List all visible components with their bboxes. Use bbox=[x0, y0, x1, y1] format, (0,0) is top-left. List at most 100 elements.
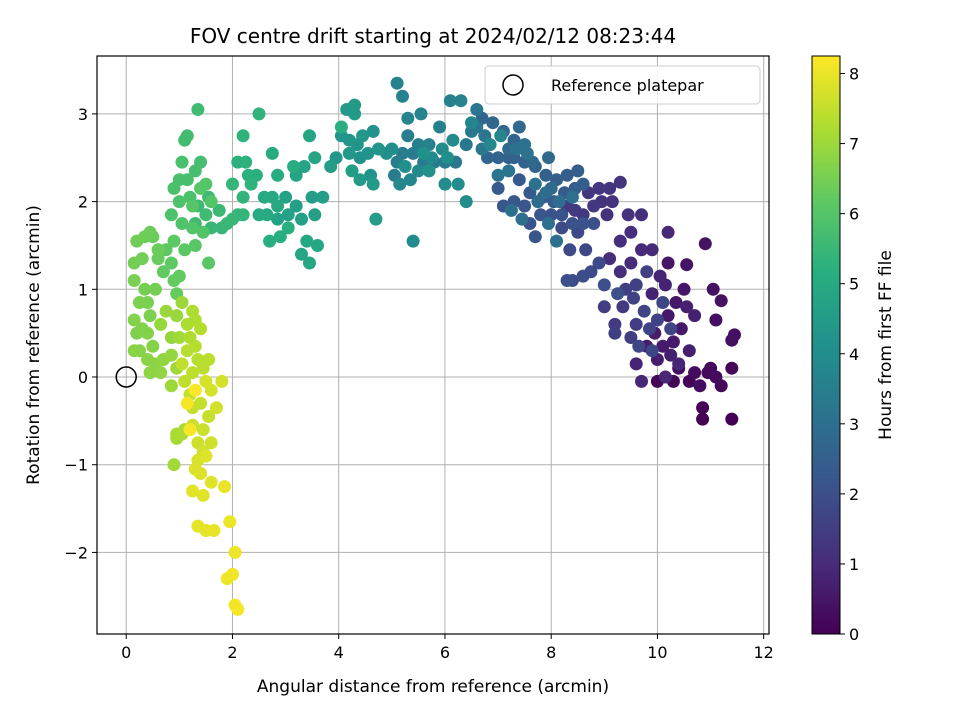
data-point bbox=[696, 401, 710, 415]
data-point bbox=[194, 467, 208, 480]
data-point bbox=[531, 195, 545, 209]
data-point bbox=[164, 208, 178, 222]
data-point bbox=[361, 146, 375, 160]
data-point bbox=[265, 146, 279, 160]
x-tick-label: 10 bbox=[647, 643, 667, 662]
data-point bbox=[215, 374, 229, 388]
data-point bbox=[281, 208, 295, 222]
x-tick-label: 12 bbox=[754, 643, 774, 662]
y-tick-label: 2 bbox=[78, 193, 88, 212]
x-tick-label: 8 bbox=[546, 643, 556, 662]
y-tick-label: 1 bbox=[78, 280, 88, 299]
data-point bbox=[627, 291, 640, 305]
data-point bbox=[170, 427, 184, 441]
data-point bbox=[491, 181, 505, 195]
data-point bbox=[706, 282, 720, 296]
data-point bbox=[175, 217, 189, 230]
data-point bbox=[180, 344, 194, 358]
data-point bbox=[199, 208, 213, 222]
data-point bbox=[576, 177, 590, 191]
data-point bbox=[143, 366, 157, 380]
colorbar: 0 1 2 3 4 5 6 7 8 Hours from first FF file bbox=[811, 55, 896, 644]
data-point bbox=[148, 282, 162, 296]
legend: Reference platepar bbox=[484, 65, 761, 105]
data-point bbox=[696, 412, 710, 426]
data-point bbox=[178, 243, 192, 257]
data-point bbox=[401, 129, 415, 143]
data-point bbox=[592, 256, 606, 270]
data-point bbox=[308, 208, 322, 222]
data-point bbox=[353, 173, 367, 187]
data-point bbox=[555, 221, 569, 235]
data-point bbox=[579, 243, 593, 257]
colorbar-gradient bbox=[811, 55, 841, 635]
data-point bbox=[613, 175, 627, 189]
data-point bbox=[186, 221, 200, 235]
data-point bbox=[287, 160, 301, 173]
colorbar-label: Hours from first FF file bbox=[876, 250, 896, 440]
data-point bbox=[231, 602, 245, 616]
data-point bbox=[653, 269, 667, 283]
x-axis-label: Angular distance from reference (arcmin) bbox=[257, 677, 609, 697]
data-point bbox=[433, 120, 447, 134]
data-point bbox=[624, 256, 638, 270]
data-point bbox=[289, 199, 303, 213]
data-point bbox=[645, 243, 659, 257]
data-point bbox=[175, 296, 189, 309]
data-point bbox=[393, 177, 407, 191]
data-point bbox=[512, 120, 526, 134]
data-point bbox=[688, 366, 702, 380]
data-point bbox=[295, 212, 308, 226]
data-point bbox=[414, 107, 428, 121]
data-point bbox=[324, 160, 338, 173]
data-point bbox=[576, 269, 590, 283]
data-point bbox=[403, 173, 417, 187]
data-point bbox=[518, 199, 532, 213]
data-point bbox=[236, 190, 250, 204]
data-point bbox=[555, 208, 569, 222]
data-point bbox=[127, 274, 141, 287]
data-point bbox=[608, 326, 622, 340]
data-point bbox=[156, 265, 170, 279]
data-point bbox=[271, 168, 285, 182]
data-point bbox=[295, 247, 308, 261]
data-point bbox=[502, 164, 516, 178]
colorbar-tick-label: 3 bbox=[849, 415, 859, 434]
colorbar-tick-label: 2 bbox=[849, 485, 859, 504]
data-point bbox=[372, 142, 385, 156]
data-point bbox=[175, 155, 189, 169]
data-point bbox=[725, 361, 739, 375]
data-point bbox=[194, 396, 208, 410]
data-point bbox=[635, 374, 648, 388]
chart-title: FOV centre drift starting at 2024/02/12 … bbox=[190, 24, 676, 48]
data-point bbox=[563, 243, 577, 257]
data-point bbox=[199, 374, 213, 388]
data-point bbox=[576, 217, 590, 230]
y-axis-ticks: −2 −1 0 1 2 3 bbox=[64, 105, 97, 562]
data-points bbox=[127, 76, 741, 616]
data-point bbox=[629, 278, 643, 292]
y-tick-label: −2 bbox=[64, 543, 88, 562]
data-point bbox=[196, 423, 210, 437]
colorbar-ticks: 0 1 2 3 4 5 6 7 8 bbox=[840, 65, 859, 644]
data-point bbox=[406, 234, 420, 248]
data-point bbox=[669, 296, 683, 309]
data-point bbox=[239, 155, 253, 169]
data-point bbox=[356, 129, 370, 143]
data-point bbox=[597, 278, 611, 292]
data-point bbox=[366, 124, 380, 138]
data-point bbox=[459, 138, 473, 152]
data-point bbox=[637, 304, 651, 318]
data-point bbox=[271, 212, 285, 226]
data-point bbox=[273, 230, 287, 244]
data-point bbox=[220, 217, 234, 230]
data-point bbox=[565, 190, 579, 204]
data-point bbox=[210, 401, 223, 415]
data-point bbox=[504, 203, 518, 217]
data-point bbox=[728, 328, 741, 342]
data-point bbox=[226, 567, 239, 581]
data-point bbox=[342, 146, 356, 160]
data-point bbox=[401, 111, 415, 125]
data-point bbox=[725, 412, 739, 426]
data-point bbox=[194, 181, 208, 195]
